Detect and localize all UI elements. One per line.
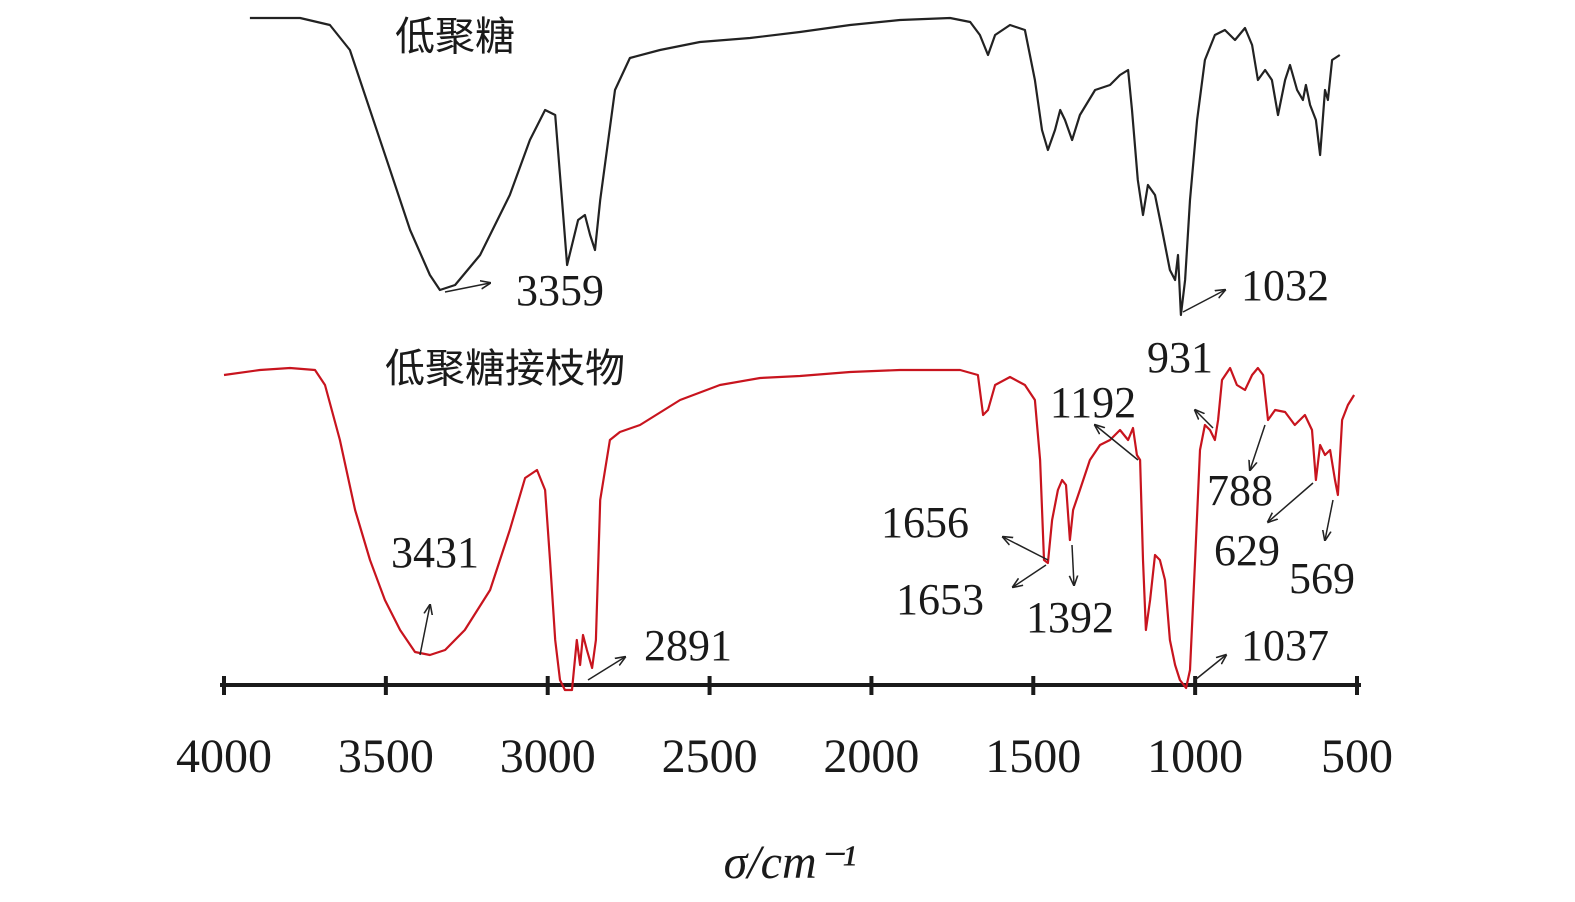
peak-label: 788 bbox=[1207, 466, 1273, 515]
x-tick-label: 1000 bbox=[1147, 730, 1243, 783]
peak-label: 3359 bbox=[516, 266, 604, 315]
annotation-arrow bbox=[1250, 424, 1266, 470]
x-axis-label: σ/cm⁻¹ bbox=[724, 836, 857, 889]
peak-label: 1392 bbox=[1026, 593, 1114, 642]
annotation-arrow bbox=[1013, 564, 1047, 587]
series-label: 低聚糖 bbox=[395, 14, 515, 60]
peak-label: 931 bbox=[1147, 333, 1213, 382]
x-tick-label: 3000 bbox=[500, 730, 596, 783]
x-tick-label: 2000 bbox=[823, 730, 919, 783]
peak-label: 569 bbox=[1289, 554, 1355, 603]
x-tick-label: 2500 bbox=[662, 730, 758, 783]
x-tick-label: 500 bbox=[1321, 730, 1393, 783]
spectrum-line bbox=[249, 16, 1341, 317]
annotation-arrow bbox=[1095, 425, 1139, 461]
peak-label: 3431 bbox=[391, 528, 479, 577]
annotation-arrow bbox=[444, 283, 490, 293]
x-tick-label: 4000 bbox=[176, 730, 272, 783]
annotation-arrow bbox=[419, 605, 430, 656]
peak-label: 2891 bbox=[644, 621, 732, 670]
annotation-arrow bbox=[587, 657, 625, 681]
annotation-arrow bbox=[1195, 410, 1214, 429]
spectrum-line bbox=[223, 366, 1356, 692]
annotation-arrow bbox=[1268, 482, 1314, 522]
series-label: 低聚糖接枝物 bbox=[385, 346, 625, 392]
annotation-arrow bbox=[1003, 537, 1049, 561]
peak-label: 1653 bbox=[896, 575, 984, 624]
annotation-arrow bbox=[1325, 499, 1334, 540]
annotation-arrow bbox=[1194, 655, 1226, 681]
x-tick-label: 3500 bbox=[338, 730, 434, 783]
peak-label: 1037 bbox=[1241, 621, 1329, 670]
peak-label: 1656 bbox=[881, 498, 969, 547]
peak-label: 629 bbox=[1214, 526, 1280, 575]
annotation-arrow bbox=[1072, 544, 1074, 585]
annotation-arrow bbox=[1182, 290, 1225, 313]
peak-label: 1192 bbox=[1050, 378, 1136, 427]
peak-label: 1032 bbox=[1241, 261, 1329, 310]
x-tick-label: 1500 bbox=[985, 730, 1081, 783]
